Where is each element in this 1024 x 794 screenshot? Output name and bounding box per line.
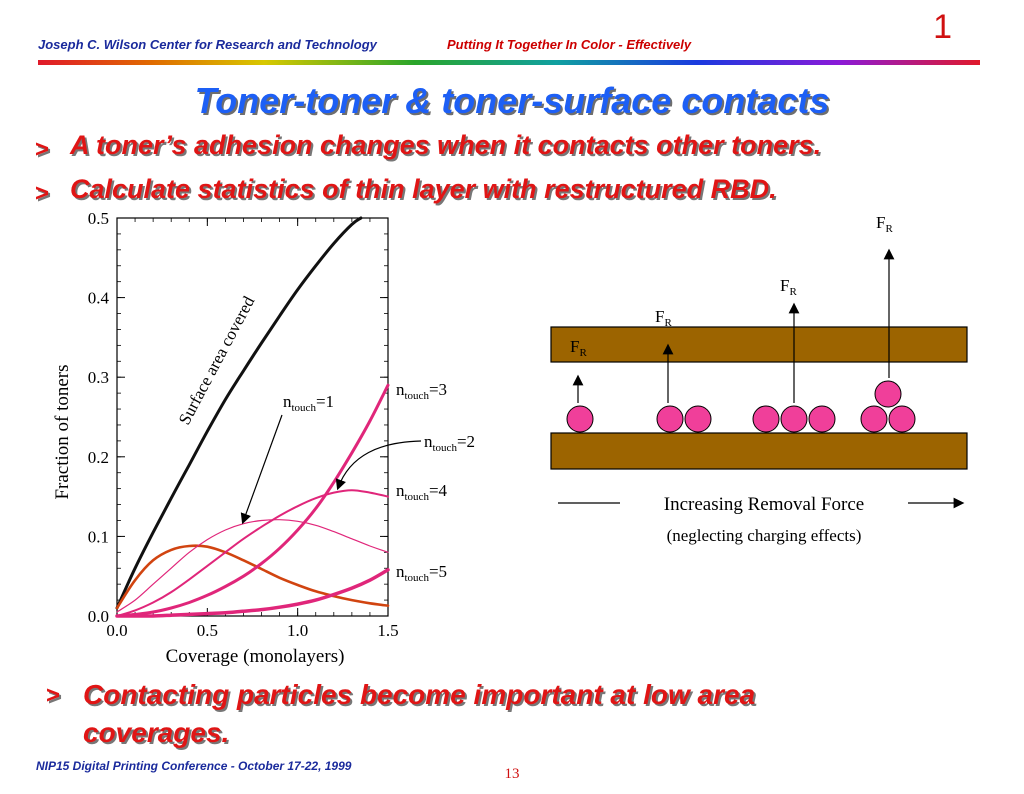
series-line-5 — [115, 568, 390, 618]
x-axis-label: Coverage (monolayers) — [166, 646, 345, 667]
slide-title: Toner-toner & toner-surface contacts — [194, 80, 830, 121]
force-label-3: FR — [780, 276, 797, 298]
particle-group-1 — [566, 405, 594, 433]
bottom-plate — [550, 432, 968, 470]
series-line-3 — [115, 383, 390, 618]
rainbow-divider — [38, 60, 980, 65]
diagram-caption: Increasing Removal Force — [664, 494, 864, 515]
y-tick-label: 0.2 — [88, 448, 109, 467]
particle-group-4 — [860, 380, 916, 433]
annotation-arrow-n2 — [335, 440, 422, 491]
annotation-arrow-n1 — [240, 414, 283, 525]
bottom-bullet-marker: > — [46, 682, 61, 709]
toner-particle — [860, 405, 888, 433]
force-label-2: FR — [655, 307, 672, 329]
plot-frame — [116, 217, 389, 617]
chart-axes — [116, 217, 389, 617]
y-tick-label: 0.4 — [88, 289, 110, 308]
series-label-n4: ntouch=4 — [396, 481, 448, 503]
series-label-n3: ntouch=3 — [396, 380, 447, 402]
y-tick-label: 0.5 — [88, 209, 109, 228]
bullet-text-2: Calculate statistics of thin layer with … — [70, 174, 777, 204]
toner-particle — [656, 405, 684, 433]
toner-particle — [808, 405, 836, 433]
y-axis-label: Fraction of toners — [52, 364, 73, 499]
top-plate — [550, 326, 968, 363]
series-line-1 — [115, 544, 390, 610]
x-tick-label: 1.5 — [377, 621, 398, 640]
y-tick-label: 0.3 — [88, 368, 109, 387]
force-label-1: FR — [570, 337, 587, 359]
chart-series — [115, 216, 390, 618]
force-label-4: FR — [876, 213, 893, 235]
bottom-bullet-text: Contacting particles become important at… — [83, 679, 756, 748]
x-tick-label: 1.0 — [287, 621, 308, 640]
bullet-text-1: A toner’s adhesion changes when it conta… — [70, 130, 822, 160]
y-tick-label: 0.0 — [88, 607, 109, 626]
footer-conference: NIP15 Digital Printing Conference - Octo… — [36, 759, 352, 773]
series-line-4 — [116, 489, 389, 617]
page-number: 13 — [504, 766, 520, 782]
series-line-0 — [115, 216, 363, 610]
series-line-2 — [116, 519, 389, 613]
x-tick-label: 0.0 — [106, 621, 127, 640]
toner-particle — [888, 405, 916, 433]
y-tick-label: 0.1 — [88, 527, 109, 546]
header-subtitle: Putting It Together In Color - Effective… — [447, 37, 692, 52]
bullet-marker-1: > — [35, 136, 50, 163]
slide-number: 1 — [933, 8, 952, 46]
diagram-subcaption: (neglecting charging effects) — [667, 526, 862, 545]
x-tick-label: 0.5 — [197, 621, 218, 640]
toner-particle — [874, 380, 902, 408]
series-label-n5: ntouch=5 — [396, 562, 447, 584]
toner-particle — [684, 405, 712, 433]
series-label-n2: ntouch=2 — [424, 432, 475, 454]
particle-group-3 — [752, 405, 836, 433]
series-label-surface: Surface area covered — [175, 293, 259, 428]
toner-particle — [780, 405, 808, 433]
header-organization: Joseph C. Wilson Center for Research and… — [38, 37, 377, 52]
toner-particle — [566, 405, 594, 433]
removal-force-diagram: FR FR FR FR Increasing Removal Force (ne… — [550, 213, 968, 545]
bullet-marker-2: > — [35, 180, 50, 207]
toner-particle — [752, 405, 780, 433]
particle-group-2 — [656, 405, 712, 433]
series-label-n1: ntouch=1 — [283, 392, 334, 414]
